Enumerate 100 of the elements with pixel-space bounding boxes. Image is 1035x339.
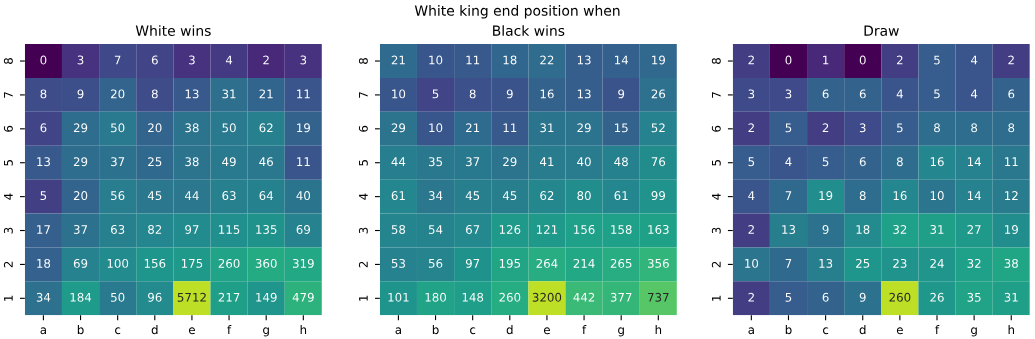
data-label: 10 [745,258,759,268]
data-label: 156 [144,258,166,268]
data-label: 163 [648,225,669,234]
data-label: 9 [822,225,829,234]
data-label: 13 [577,55,591,65]
x-tick-label: c [115,327,121,335]
data-label: 67 [465,225,480,234]
data-label: 2 [748,55,754,65]
data-label: 56 [428,258,443,268]
data-label: 4 [896,89,903,99]
y-tick-label: 3 [711,227,721,234]
x-tick-label: c [470,327,476,335]
data-label: 3 [189,55,195,65]
data-label: 50 [222,123,236,133]
data-label: 3 [859,123,866,133]
data-label: 4 [748,191,755,200]
data-label: 13 [782,225,796,234]
data-label: 214 [573,258,595,268]
data-label: 25 [856,258,870,268]
data-label: 9 [618,89,625,99]
data-label: 264 [536,258,558,268]
data-label: 0 [785,55,792,65]
data-label: 180 [425,292,447,302]
chart-title: Draw [864,25,899,36]
data-label: 16 [540,89,554,99]
data-label: 62 [540,191,554,201]
y-tick-label: 5 [359,160,368,166]
data-label: 52 [651,123,665,133]
x-tick-label: b [785,324,792,335]
data-label: 9 [77,89,84,99]
data-label: 22 [540,55,554,65]
x-tick-label: e [188,327,195,335]
data-label: 101 [388,292,409,302]
data-label: 6 [859,89,866,99]
data-label: 21 [391,55,405,65]
data-label: 11 [297,89,310,99]
x-tick-label: b [432,324,439,335]
data-label: 0 [40,55,47,65]
data-label: 37 [111,157,125,167]
x-tick-label: d [859,324,866,335]
y-tick-label: 7 [359,92,368,98]
data-label: 9 [506,89,513,99]
data-label: 2 [748,225,754,234]
data-label: 4 [225,55,233,65]
data-label: 479 [292,292,314,302]
data-label: 29 [577,123,591,133]
data-label: 37 [73,225,88,234]
data-label: 62 [259,123,273,133]
data-label: 69 [73,258,88,268]
data-label: 61 [391,191,405,201]
x-tick-label: d [151,324,158,335]
y-tick-label: 8 [358,58,368,64]
data-label: 50 [111,292,125,302]
y-tick-label: 1 [359,295,368,301]
x-tick-label: f [582,324,587,334]
data-label: 58 [391,225,406,234]
data-label: 175 [181,259,203,268]
data-label: 6 [822,89,829,99]
chart-title: Black wins [493,25,565,36]
data-label: 11 [466,55,480,65]
data-label: 5 [785,292,792,302]
data-label: 10 [392,89,406,99]
data-label: 13 [185,89,199,99]
data-label: 5 [822,157,829,167]
data-label: 2 [748,123,754,133]
data-label: 29 [391,123,406,133]
y-tick-label: 3 [358,227,368,234]
data-label: 97 [465,258,480,268]
data-label: 38 [185,157,199,167]
data-label: 19 [652,55,666,65]
data-label: 6 [151,55,158,65]
data-label: 20 [73,191,88,201]
data-label: 13 [577,89,591,99]
data-label: 260 [499,292,521,302]
data-label: 15 [614,123,628,133]
data-label: 14 [967,157,981,166]
data-label: 217 [218,292,240,302]
data-label: 45 [502,191,517,201]
data-label: 29 [73,157,88,167]
data-label: 3 [785,89,792,99]
data-label: 5 [785,123,792,133]
data-label: 61 [614,191,628,201]
data-label: 10 [429,123,443,133]
data-label: 14 [614,55,629,65]
data-label: 63 [110,225,125,234]
data-label: 14 [967,191,981,200]
data-label: 20 [148,123,162,133]
data-label: 96 [148,292,162,302]
y-tick-label: 7 [712,92,721,98]
data-label: 40 [577,157,591,167]
x-tick-label: g [618,327,624,337]
data-label: 12 [1005,191,1018,200]
data-label: 18 [856,225,870,234]
data-label: 35 [967,292,981,302]
data-label: 5712 [177,292,206,302]
data-label: 8 [151,89,158,99]
data-label: 80 [577,191,591,201]
data-label: 3 [748,89,755,99]
x-tick-label: h [655,324,662,334]
data-label: 31 [930,225,944,234]
